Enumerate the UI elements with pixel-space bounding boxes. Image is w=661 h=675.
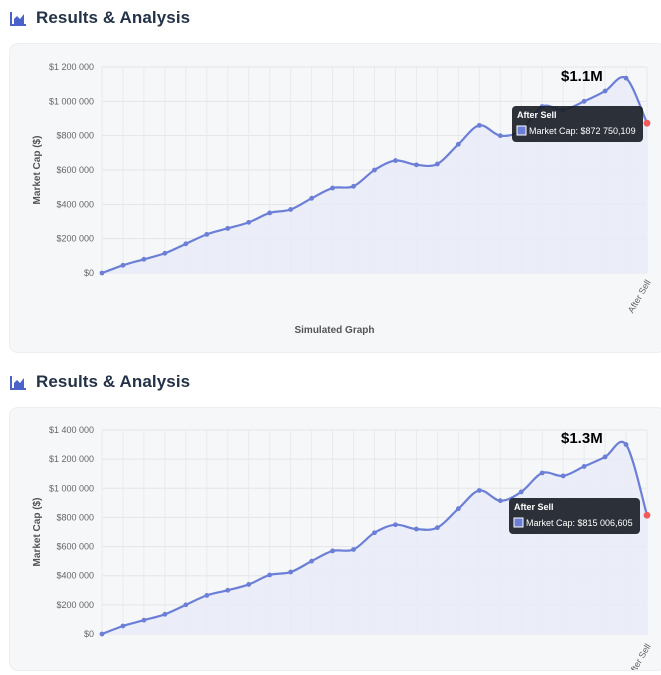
section-header: Results & Analysis [10, 370, 190, 394]
tooltip: After Sell Market Cap: $872 750,109 [512, 106, 643, 142]
data-point [414, 162, 419, 168]
data-point [99, 631, 105, 637]
tooltip-swatch [513, 517, 524, 528]
data-point [309, 195, 315, 201]
chart-card: $0 $200 000 $400 000 $600 000 $800 000 $1 000… [10, 44, 661, 352]
y-tick-label: $0 [84, 268, 94, 278]
data-point [351, 547, 356, 552]
area-fill [102, 76, 647, 273]
data-point [141, 617, 147, 623]
data-point [602, 88, 608, 94]
data-point [476, 488, 482, 493]
section-header: Results & Analysis [10, 6, 190, 30]
data-point [120, 262, 126, 268]
y-tick-label: $200 000 [56, 234, 94, 244]
x-axis-title: Simulated Graph [294, 325, 374, 336]
tooltip-title: After Sell [514, 502, 554, 512]
y-tick-label: $1 400 000 [49, 425, 94, 435]
peak-callout: $1.1M [561, 68, 603, 85]
y-tick-label: $800 000 [56, 512, 94, 522]
data-point [560, 473, 566, 479]
data-point [581, 464, 587, 469]
data-point [372, 167, 377, 173]
data-point [434, 161, 440, 167]
data-point [330, 548, 335, 554]
section-title: Results & Analysis [36, 372, 191, 391]
data-point [414, 526, 419, 532]
area-fill [102, 441, 647, 634]
data-point [330, 185, 335, 191]
data-point [393, 522, 398, 528]
data-point [309, 558, 315, 564]
data-point [518, 489, 524, 495]
data-point [141, 256, 147, 262]
x-tick-label: After Sell [626, 642, 653, 670]
data-point [246, 219, 252, 225]
data-point [288, 569, 294, 575]
data-point [288, 207, 294, 212]
data-point [204, 231, 210, 237]
y-tick-label: $600 000 [56, 165, 94, 175]
x-tick-label: After Sell [626, 278, 653, 315]
y-tick-label: $1 000 000 [49, 483, 94, 493]
data-point [393, 158, 398, 163]
data-point [120, 623, 126, 629]
tooltip-label: Market Cap: $815 006,605 [526, 518, 633, 528]
data-point [267, 572, 273, 578]
y-tick-label: $400 000 [56, 199, 94, 209]
y-tick-label: $1 200 000 [49, 62, 94, 72]
y-tick-label: $1 000 000 [49, 96, 94, 106]
y-tick-label: $600 000 [56, 542, 94, 552]
area-chart-icon [10, 375, 26, 390]
data-point [267, 210, 273, 216]
data-point [162, 250, 168, 256]
y-tick-label: $1 200 000 [49, 454, 94, 464]
section-title: Results & Analysis [36, 8, 191, 27]
data-point [99, 270, 105, 276]
data-point [476, 122, 482, 128]
data-point [225, 587, 231, 593]
market-cap-chart: $0 $200 000 $400 000 $600 000 $800 000 $1 000… [32, 425, 653, 675]
area-chart-icon [10, 11, 26, 26]
data-point [581, 98, 587, 104]
y-axis-title: Market Cap ($) [32, 498, 43, 567]
data-point [183, 241, 189, 247]
chart-card: $0 $200 000 $400 000 $600 000 $800 000 $1 000… [10, 408, 661, 675]
data-point [623, 442, 629, 447]
y-tick-label: $0 [84, 629, 94, 639]
data-point [162, 611, 168, 617]
data-point [623, 75, 629, 81]
data-point [246, 582, 252, 587]
tooltip-swatch [516, 125, 527, 136]
tooltip-box [509, 498, 640, 534]
data-point [497, 498, 503, 504]
data-point [455, 506, 461, 512]
data-point [539, 470, 545, 476]
tooltip-title: After Sell [517, 110, 557, 120]
peak-callout: $1.3M [561, 430, 603, 447]
data-point [602, 454, 608, 460]
y-axis-title: Market Cap ($) [32, 136, 43, 205]
tooltip: After Sell Market Cap: $815 006,605 [509, 498, 640, 534]
data-point [372, 530, 377, 536]
tooltip-label: Market Cap: $872 750,109 [529, 126, 636, 136]
y-tick-label: $200 000 [56, 600, 94, 610]
highlight-point [643, 119, 651, 127]
data-point [497, 133, 503, 139]
tooltip-box [512, 106, 643, 142]
data-point [455, 141, 461, 147]
y-tick-label: $800 000 [56, 131, 94, 141]
data-point [434, 525, 440, 531]
highlight-point [643, 511, 651, 519]
data-point [225, 225, 231, 231]
market-cap-chart: $0 $200 000 $400 000 $600 000 $800 000 $1 000… [32, 62, 653, 336]
data-point [183, 602, 189, 608]
data-point [204, 592, 210, 598]
y-tick-label: $400 000 [56, 571, 94, 581]
data-point [351, 183, 356, 189]
